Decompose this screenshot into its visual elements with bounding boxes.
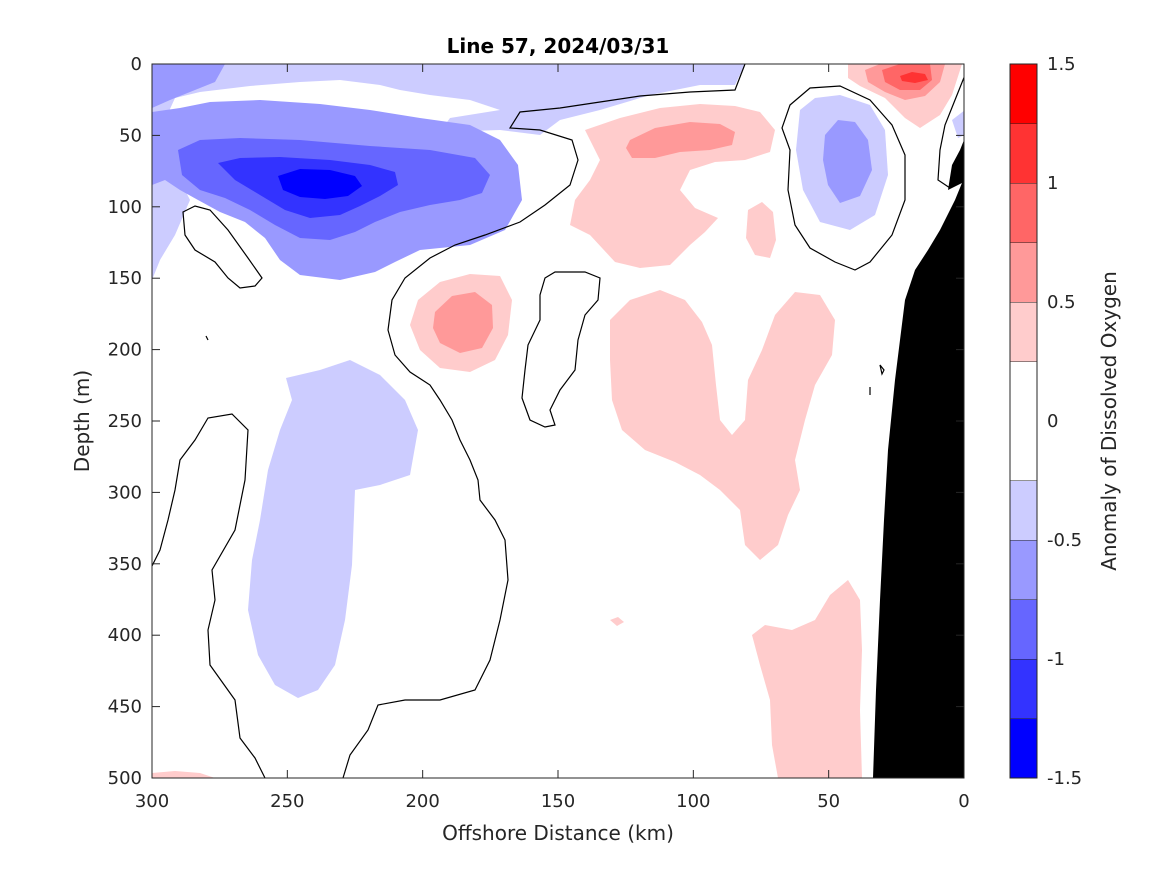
contour-fill-light-red-mid: [610, 290, 835, 560]
contour-fill-light-red-deep: [752, 580, 862, 778]
colorbar-swatch: [1010, 242, 1037, 302]
x-axis-label: Offshore Distance (km): [442, 821, 674, 845]
contour-fill-light-blue-edge: [952, 110, 964, 138]
y-tick-label: 200: [108, 340, 142, 361]
y-tick-label: 0: [131, 54, 142, 75]
x-tick-label: 150: [541, 791, 575, 812]
colorbar-swatch: [1010, 361, 1037, 481]
y-tick-label: 300: [108, 482, 142, 503]
y-tick-label: 450: [108, 697, 142, 718]
x-tick-label: 250: [270, 791, 304, 812]
x-tick-label: 200: [405, 791, 439, 812]
colorbar-swatch: [1010, 123, 1037, 183]
y-tick-label: 400: [108, 625, 142, 646]
colorbar-tick-label: 0.5: [1047, 292, 1076, 313]
seafloor-top-sliver: [948, 140, 964, 190]
colorbar-swatch: [1010, 659, 1037, 719]
y-tick-label: 50: [119, 125, 142, 146]
chart-title: Line 57, 2024/03/31: [447, 34, 670, 58]
colorbar-swatch: [1010, 718, 1037, 778]
x-tick-label: 0: [958, 791, 969, 812]
colorbar-tick-label: -1.5: [1047, 768, 1082, 789]
x-tick-label: 300: [135, 791, 169, 812]
y-tick-label: 150: [108, 268, 142, 289]
y-tick-label: 250: [108, 411, 142, 432]
colorbar-swatch: [1010, 64, 1037, 124]
colorbar-swatch: [1010, 480, 1037, 540]
colorbar-swatch: [1010, 302, 1037, 362]
x-tick-label: 50: [817, 791, 840, 812]
colorbar-tick-label: -0.5: [1047, 530, 1082, 551]
contour-fill-light-red-small: [746, 202, 776, 258]
contour-fill-medium-blue-upper: [152, 64, 225, 108]
x-tick-label: 100: [676, 791, 710, 812]
y-tick-label: 100: [108, 197, 142, 218]
colorbar-swatch: [1010, 540, 1037, 600]
contour-fill-red-upper: [626, 122, 735, 158]
y-tick-label: 350: [108, 554, 142, 575]
seafloor-mask: [873, 178, 964, 778]
contour-fill-light-blue-deep: [248, 360, 418, 698]
contour-fill-light-red-bottom-left: [152, 771, 215, 778]
y-tick-label: 500: [108, 768, 142, 789]
contour-fill-red-mid-left: [433, 292, 493, 353]
colorbar-swatch: [1010, 599, 1037, 659]
y-axis-label: Depth (m): [70, 370, 94, 472]
colorbar: -1.5 -1 -0.5 0 0.5 1 1.5: [1009, 54, 1082, 789]
zero-contour-lines: [152, 64, 964, 778]
colorbar-tick-label: 1.5: [1047, 54, 1076, 75]
contour-fill-light-red-speck: [610, 617, 624, 626]
colorbar-tick-label: 0: [1047, 411, 1058, 432]
colorbar-label: Anomaly of Dissolved Oxygen: [1097, 271, 1121, 571]
contour-fill-medium-blue-right: [823, 120, 872, 203]
contour-fill-light-blue-upper: [152, 64, 745, 280]
y-axis: 0 50 100 150 200 250 300 350 400 450 500: [108, 54, 964, 789]
contour-fill-strongest-red-top-right: [900, 72, 928, 83]
plot-area: [152, 64, 964, 778]
contour-fill-deepest-blue-core: [278, 169, 362, 199]
colorbar-frame: [1009, 63, 1038, 779]
colorbar-swatch: [1010, 183, 1037, 243]
colorbar-tick-label: 1: [1047, 173, 1058, 194]
colorbar-tick-label: -1: [1047, 649, 1065, 670]
x-axis: 300 250 200 150 100 50 0: [135, 64, 970, 812]
